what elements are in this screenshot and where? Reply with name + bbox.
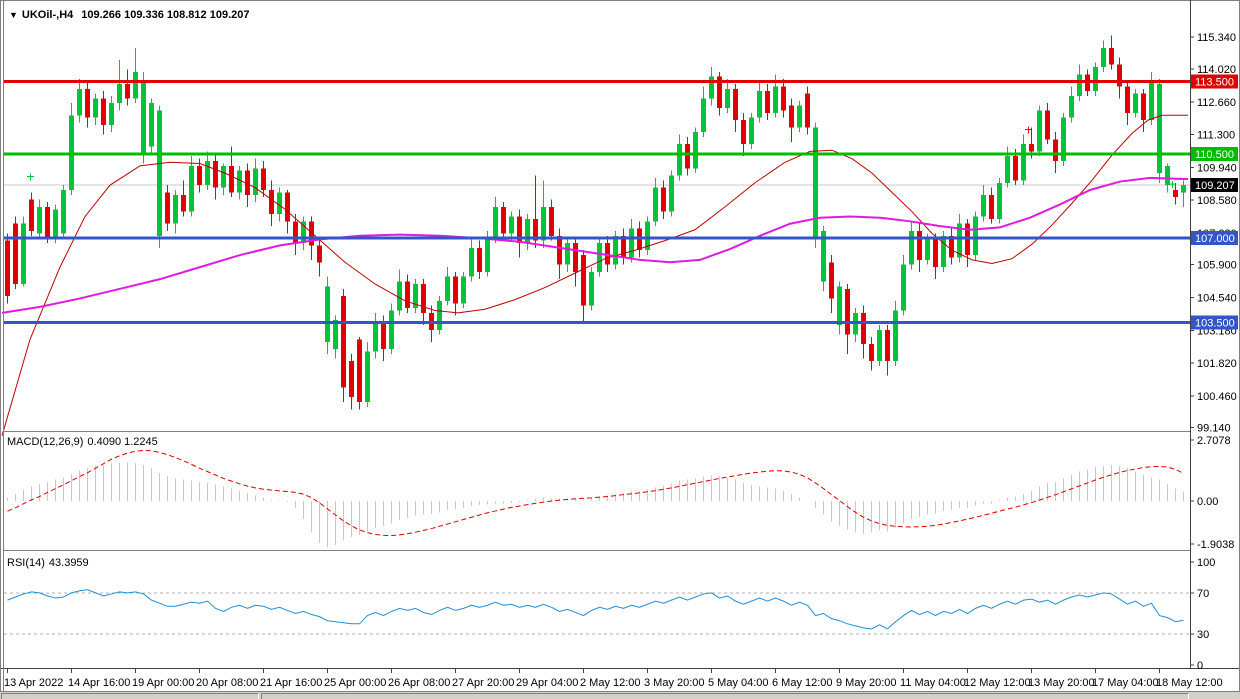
symbol-ohlc-values: 109.266 109.336 108.812 109.207 [81,9,250,21]
svg-text:5 May 04:00: 5 May 04:00 [708,677,769,689]
svg-text:26 Apr 08:00: 26 Apr 08:00 [388,677,450,689]
svg-text:29 Apr 04:00: 29 Apr 04:00 [516,677,578,689]
svg-text:108.580: 108.580 [1197,195,1237,207]
svg-text:104.540: 104.540 [1197,292,1237,304]
rsi-level-lines [4,592,1190,635]
cross-markers [27,126,1176,188]
horizontal-level-lines [4,80,1190,325]
svg-text:13 May 20:00: 13 May 20:00 [1028,677,1095,689]
svg-text:25 Apr 00:00: 25 Apr 00:00 [324,677,386,689]
svg-text:2.7078: 2.7078 [1197,435,1231,447]
svg-text:20 Apr 08:00: 20 Apr 08:00 [196,677,258,689]
symbol-dropdown-arrow[interactable]: ▼ [9,10,18,20]
svg-text:70: 70 [1197,588,1209,600]
svg-text:101.820: 101.820 [1197,358,1237,370]
macd-signal-line [7,449,1184,537]
rsi-name: RSI(14) [7,557,45,569]
macd-indicator-label: MACD(12,26,9) 0.4090 1.2245 [7,436,158,448]
svg-text:0: 0 [1197,660,1203,672]
ma-magenta-line [1,176,1189,314]
svg-text:2 May 12:00: 2 May 12:00 [580,677,641,689]
svg-text:-1.9038: -1.9038 [1197,539,1234,551]
svg-text:112.660: 112.660 [1197,97,1236,109]
svg-text:3 May 20:00: 3 May 20:00 [644,677,705,689]
price-badges: 113.500 110.500 107.000 103.500 109.207 [1191,74,1238,330]
macd-name: MACD(12,26,9) [7,436,84,448]
price-scale[interactable]: 115.340 114.020 112.660 111.300 109.940 108.5… [1190,32,1237,672]
svg-text:12 May 12:00: 12 May 12:00 [964,677,1031,689]
macd-histogram [7,462,1184,548]
ma-red-line [1,114,1188,436]
svg-text:17 May 04:00: 17 May 04:00 [1092,677,1159,689]
svg-text:109.207: 109.207 [1195,180,1235,192]
rsi-line [7,589,1184,630]
bottom-strip [0,691,1240,699]
symbol-title-bar: ▼ UKOil-,H4 109.266 109.336 108.812 109.20… [9,9,249,21]
svg-text:99.140: 99.140 [1197,423,1231,435]
symbol-name: UKOil-,H4 [21,9,74,21]
macd-values: 0.4090 1.2245 [87,436,158,448]
svg-text:21 Apr 16:00: 21 Apr 16:00 [260,677,322,689]
svg-text:100.460: 100.460 [1197,391,1237,403]
svg-text:30: 30 [1197,629,1209,641]
svg-text:13 Apr 2022: 13 Apr 2022 [4,677,63,689]
svg-text:11 May 04:00: 11 May 04:00 [900,677,966,689]
svg-text:110.500: 110.500 [1195,149,1234,161]
svg-text:113.500: 113.500 [1195,77,1234,89]
svg-text:18 May 12:00: 18 May 12:00 [1156,677,1223,689]
svg-text:109.940: 109.940 [1197,162,1237,174]
svg-text:103.500: 103.500 [1195,318,1235,330]
rsi-indicator-label: RSI(14) 43.3959 [7,557,89,569]
svg-text:114.020: 114.020 [1197,64,1236,76]
time-scale[interactable]: 13 Apr 2022 14 Apr 16:00 19 Apr 00:00 20 Ap… [4,668,1223,689]
bottom-strip-box [1,693,259,699]
svg-text:9 May 20:00: 9 May 20:00 [836,677,897,689]
svg-text:107.000: 107.000 [1195,233,1235,245]
rsi-value: 43.3959 [48,557,89,569]
svg-text:115.340: 115.340 [1197,32,1236,44]
svg-text:27 Apr 20:00: 27 Apr 20:00 [452,677,514,689]
candlesticks [5,35,1186,410]
svg-text:100: 100 [1197,557,1215,569]
svg-text:19 Apr 00:00: 19 Apr 00:00 [132,677,194,689]
moving-averages [1,114,1189,436]
svg-text:111.300: 111.300 [1197,130,1235,142]
svg-text:0.00: 0.00 [1197,496,1218,508]
bottom-strip-box [261,693,1189,699]
svg-text:14 Apr 16:00: 14 Apr 16:00 [68,677,130,689]
svg-text:105.900: 105.900 [1197,260,1237,272]
svg-text:6 May 12:00: 6 May 12:00 [772,677,833,689]
